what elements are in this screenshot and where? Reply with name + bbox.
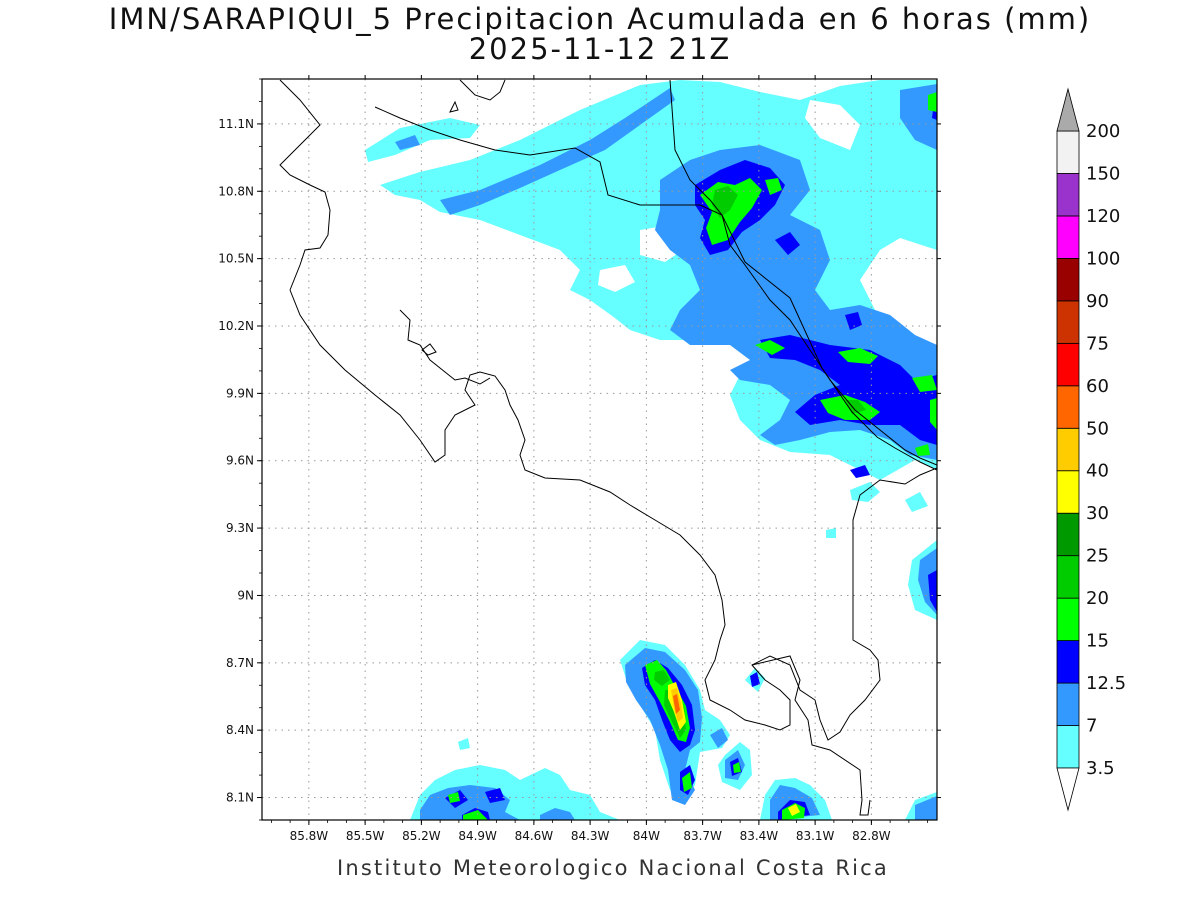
- colorbar-label: 90: [1086, 291, 1109, 312]
- colorbar-label: 200: [1086, 121, 1120, 142]
- small-island: [421, 343, 437, 356]
- pacific-coast-north: [289, 289, 937, 741]
- map-title: IMN/SARAPIQUI_5 Precipitacion Acumulada …: [108, 2, 1092, 36]
- x-tick-label: 84.3W: [571, 829, 610, 843]
- colorbar-swatch: [1056, 470, 1080, 514]
- x-tick-label: 84.6W: [515, 829, 554, 843]
- colorbar-swatch: [1056, 257, 1080, 302]
- colorbar-under-arrow: [1056, 767, 1080, 812]
- nicaragua-costa-rica-border: [374, 106, 937, 471]
- graticule-grid: [262, 79, 937, 820]
- precip-50mm-areas: [673, 694, 680, 714]
- colorbar-swatch: [1056, 555, 1080, 599]
- y-tick-label: 9.3N: [226, 521, 254, 535]
- colorbar-label: 25: [1086, 546, 1109, 567]
- y-tick-label: 10.5N: [218, 252, 254, 266]
- colorbar-label: 7: [1086, 716, 1097, 737]
- x-tick-label: 85.5W: [346, 829, 385, 843]
- y-tick-label: 10.2N: [218, 319, 254, 333]
- colorbar-swatch: [1056, 130, 1080, 174]
- x-tick-label: 82.8W: [852, 829, 891, 843]
- colorbar-label: 75: [1086, 333, 1109, 354]
- x-tick-label: 83.7W: [683, 829, 722, 843]
- colorbar-label: 20: [1086, 588, 1109, 609]
- y-tick-label: 8.4N: [226, 723, 254, 737]
- footer-credit: Instituto Meteorologico Nacional Costa R…: [337, 856, 889, 880]
- coastline-borders: [279, 79, 937, 816]
- colorbar-swatch: [1056, 512, 1080, 557]
- osa-peninsula: [751, 655, 871, 816]
- x-tick-label: 83.4W: [740, 829, 779, 843]
- nicoya-peninsula: [399, 309, 491, 385]
- y-tick-label: 9N: [237, 588, 254, 602]
- x-tick-label: 85.8W: [290, 829, 329, 843]
- y-tick-label: 8.1N: [226, 791, 254, 805]
- y-tick-label: 9.9N: [226, 386, 254, 400]
- x-tick-label: 83.1W: [796, 829, 835, 843]
- colorbar-swatch: [1056, 342, 1080, 387]
- x-tick-label: 84.9W: [458, 829, 497, 843]
- colorbar-swatch: [1056, 640, 1080, 684]
- colorbar-swatch: [1056, 300, 1080, 344]
- colorbar-over-arrow: [1056, 87, 1080, 132]
- colorbar-label: 150: [1086, 163, 1120, 184]
- colorbar-swatch: [1056, 173, 1080, 217]
- colorbar-label: 3.5: [1086, 758, 1115, 779]
- colorbar-label: 120: [1086, 206, 1120, 227]
- colorbar-label: 12.5: [1086, 673, 1126, 694]
- colorbar-swatch: [1056, 725, 1080, 769]
- northern-coast: [279, 79, 331, 291]
- colorbar-label: 30: [1086, 503, 1109, 524]
- y-tick-label: 11.1N: [218, 117, 254, 131]
- colorbar-swatch: [1056, 427, 1080, 472]
- colorbar-legend: 3.5 7 12.5 15 20 25 30 40 50 60 75 90 100 120 150 200: [1056, 87, 1126, 812]
- colorbar-swatch: [1056, 215, 1080, 259]
- colorbar-label: 50: [1086, 418, 1109, 439]
- precipitation-field: [365, 80, 937, 820]
- x-tick-label: 84W: [633, 829, 660, 843]
- colorbar-swatch: [1056, 597, 1080, 642]
- colorbar-swatch: [1056, 682, 1080, 726]
- colorbar-label: 40: [1086, 461, 1109, 482]
- colorbar-label: 100: [1086, 248, 1120, 269]
- map-axes: 85.8W 85.5W 85.2W 84.9W 84.6W 84.3W 84W 83.7W 83…: [218, 75, 941, 843]
- colorbar-label: 60: [1086, 376, 1109, 397]
- y-tick-label: 9.6N: [226, 454, 254, 468]
- colorbar-swatch: [1056, 385, 1080, 429]
- caribbean-coast: [669, 79, 937, 466]
- map-valid-time: 2025-11-12 21Z: [468, 32, 732, 66]
- island-north: [449, 100, 459, 113]
- colorbar-label: 15: [1086, 631, 1109, 652]
- map-frame: [261, 78, 938, 821]
- y-tick-label: 8.7N: [226, 656, 254, 670]
- x-tick-label: 85.2W: [402, 829, 441, 843]
- y-tick-label: 10.8N: [218, 184, 254, 198]
- lake-shore: [459, 79, 506, 101]
